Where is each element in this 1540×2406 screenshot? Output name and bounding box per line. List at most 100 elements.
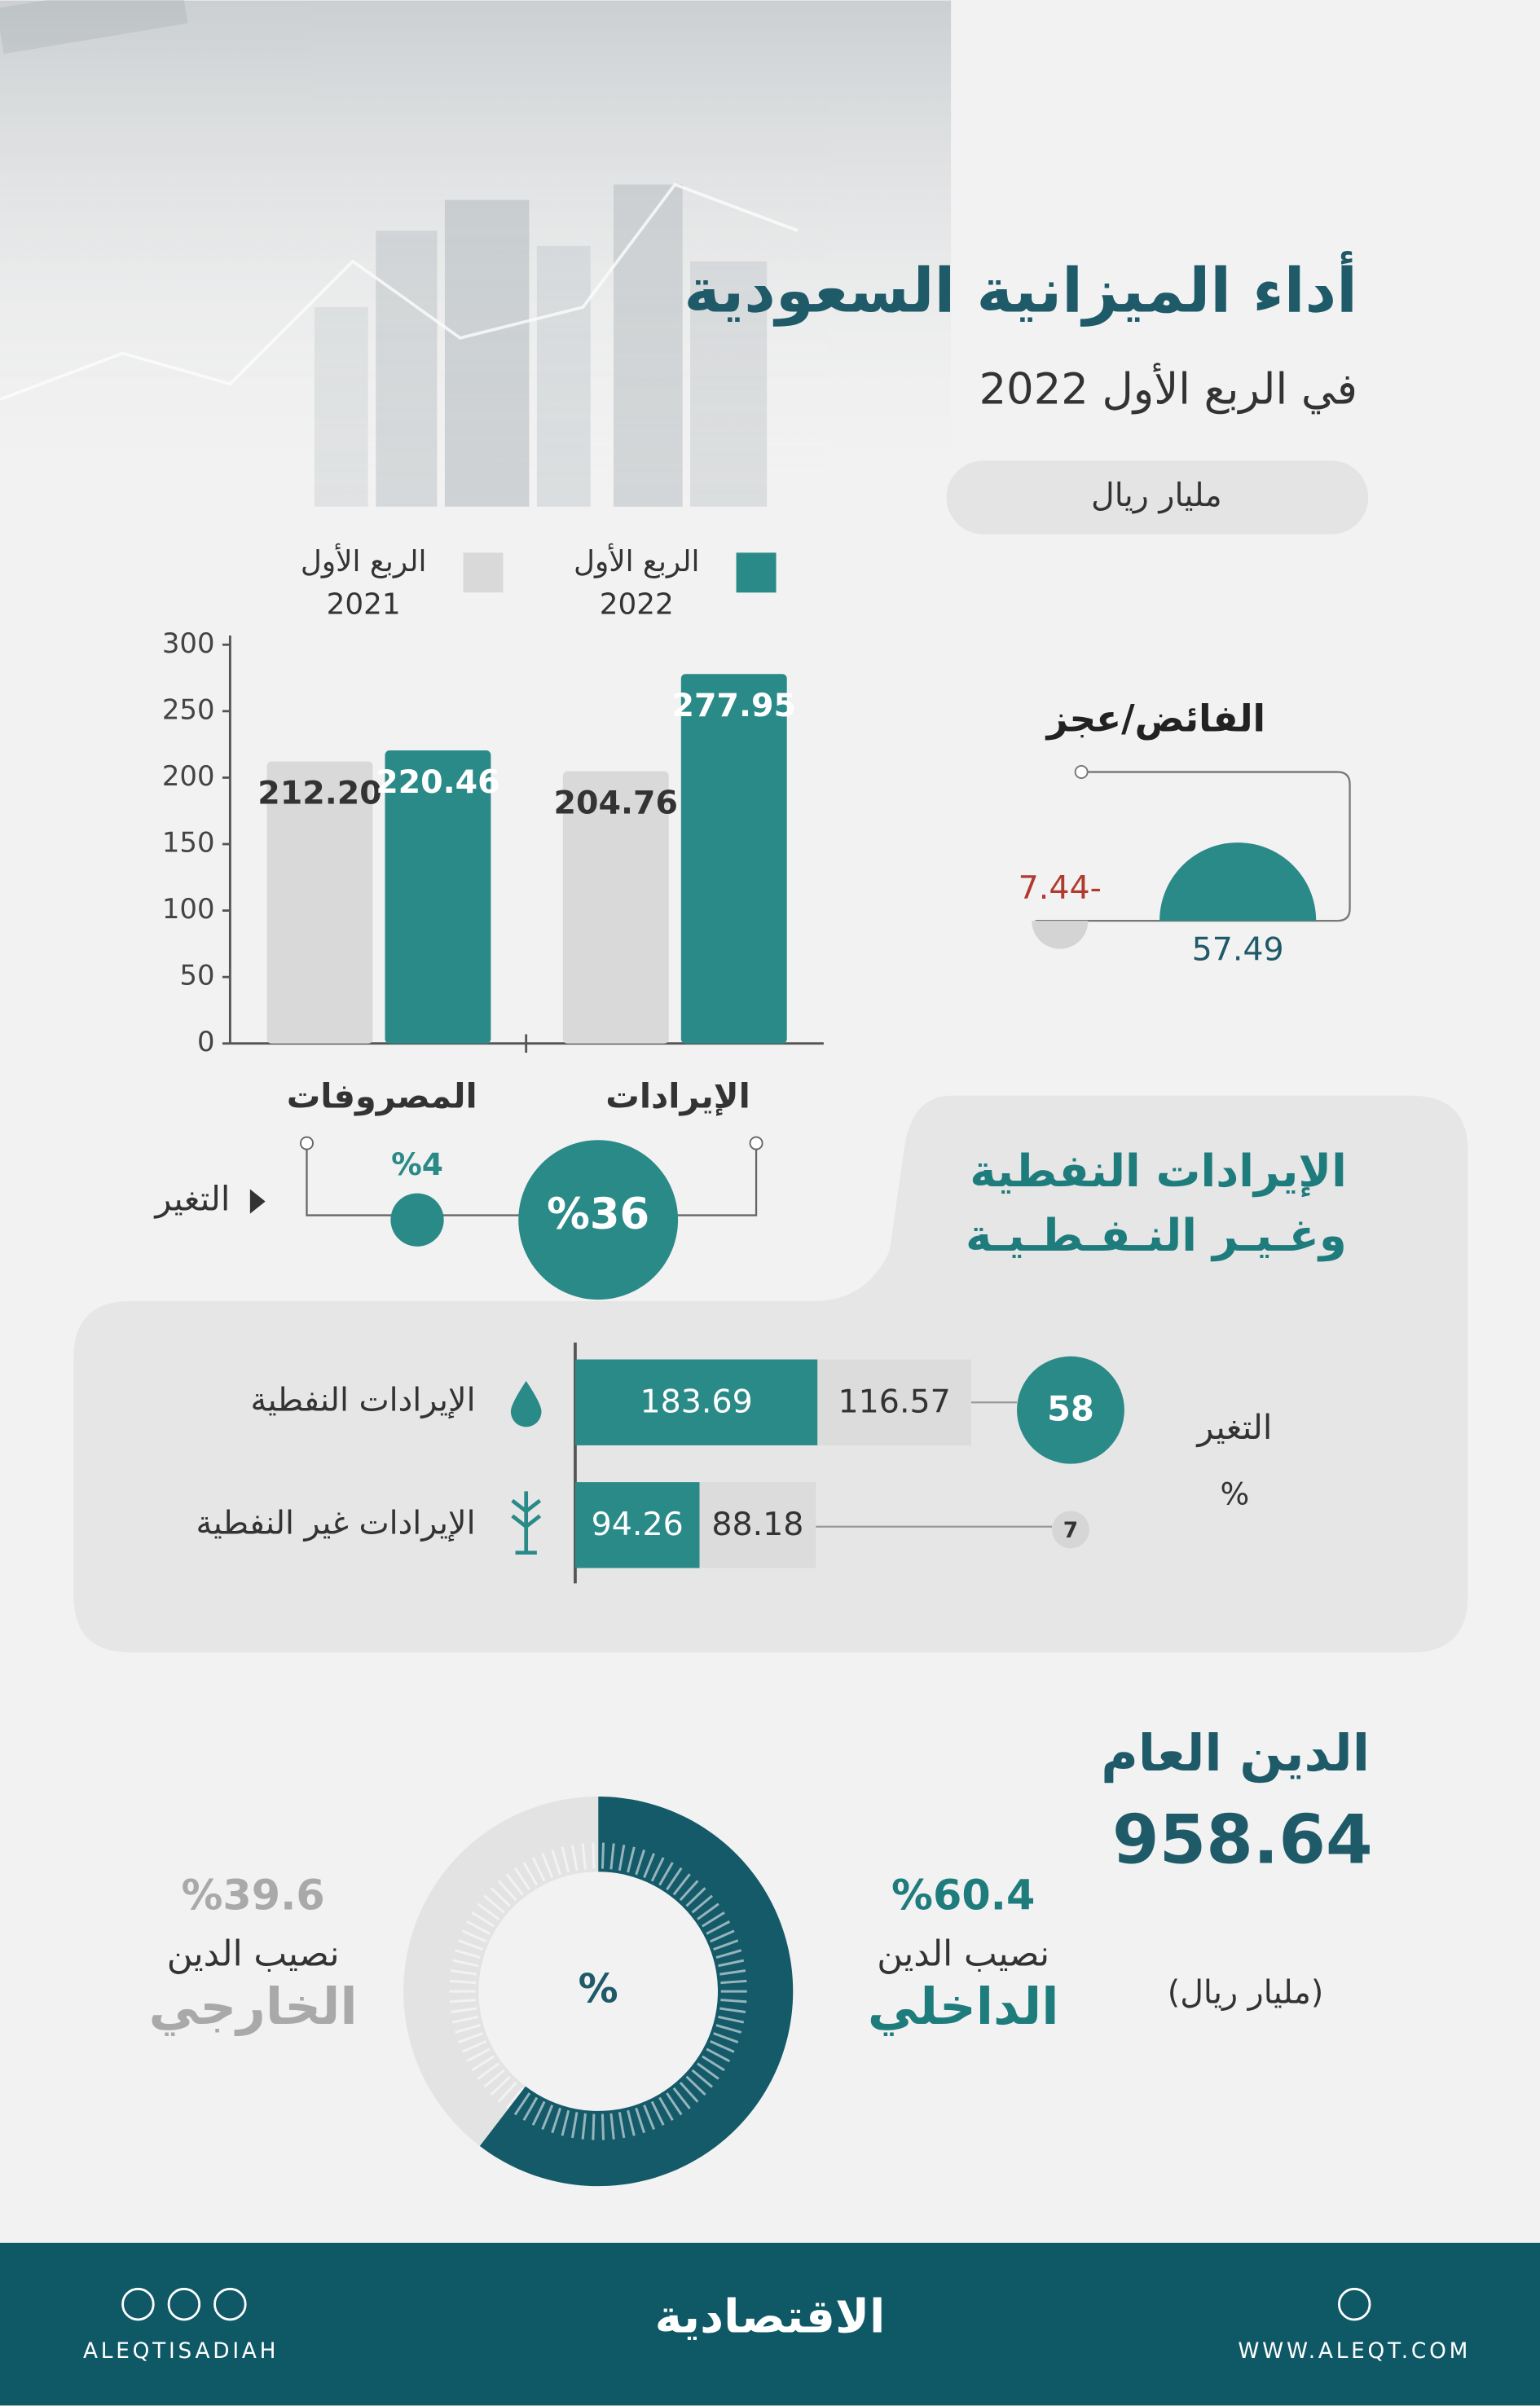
hatch	[658, 1862, 674, 1886]
y-tick-label: 250	[162, 693, 215, 725]
hatch	[702, 1911, 725, 1928]
bar-value-label: 94.26	[592, 1506, 684, 1543]
hatch	[666, 1867, 683, 1891]
hatch	[513, 1867, 531, 1891]
hatch	[449, 1979, 477, 1985]
hatch	[592, 1842, 596, 1869]
hatch	[715, 2024, 742, 2034]
hatch	[718, 1959, 745, 1968]
change-circle	[390, 1193, 444, 1247]
unit-label: مليار ريال	[1091, 477, 1222, 514]
y-tick-label: 150	[162, 827, 215, 859]
donut-slice	[479, 1797, 794, 2187]
hatch	[710, 1929, 735, 1943]
hatch	[650, 2100, 665, 2126]
bar	[574, 1359, 818, 1445]
change-title: التغير	[153, 1180, 230, 1219]
connector-end	[749, 1136, 763, 1150]
hatch	[643, 1853, 655, 1879]
hatch	[505, 1873, 524, 1896]
bar-value-label: 220.46	[376, 763, 500, 801]
hatch	[477, 1902, 500, 1920]
connector	[1035, 771, 1351, 922]
hatch	[650, 1857, 665, 1882]
slice-prefix: نصيب الدين	[877, 1933, 1049, 1974]
change-title: التغير	[1195, 1408, 1272, 1447]
chart-title: الإيرادات النفطية وغـيـر النـفـطـيـة	[966, 1144, 1347, 1262]
y-tick-label: 0	[197, 1026, 215, 1058]
chart-title: الفائض/عجز	[1045, 697, 1265, 740]
bar	[817, 1359, 972, 1445]
hatch	[718, 2015, 745, 2024]
hatch	[455, 1949, 481, 1960]
chart-title-box: الإيرادات النفطية وغـيـر النـفـطـيـة	[966, 1144, 1347, 1262]
hatch	[483, 1894, 505, 1914]
title: أداء الميزانية السعودية	[684, 251, 1357, 328]
hatch	[691, 1894, 714, 1914]
change-label: 58	[1047, 1390, 1094, 1429]
hatch	[490, 2075, 511, 2096]
hatch	[609, 2113, 615, 2140]
hatch	[477, 2062, 500, 2080]
value-label: 57.49	[1192, 930, 1284, 968]
hatch	[466, 2048, 491, 2063]
hatch	[679, 2081, 699, 2103]
hatch	[697, 1902, 719, 1920]
change-label: %4	[391, 1146, 443, 1182]
hatch	[581, 2113, 587, 2140]
semicircle	[1159, 842, 1317, 921]
hatch	[483, 2069, 505, 2088]
unit-pill	[946, 460, 1369, 534]
slice-value-label: %39.6	[181, 1871, 324, 1919]
bar	[680, 674, 787, 1044]
hatch	[458, 1939, 484, 1951]
hatch	[466, 1920, 491, 1935]
hatch	[609, 1843, 615, 1870]
hatch	[710, 2039, 735, 2053]
legend-label-box: الربع الأول 2022	[573, 544, 700, 622]
hatch	[706, 1920, 731, 1935]
hatch	[513, 2092, 531, 2116]
center-label: %	[579, 1966, 618, 2012]
donut-hatching	[449, 1842, 747, 2140]
slice-prefix: نصيب الدين	[167, 1933, 340, 1974]
total-unit: (مليار ريال)	[1168, 1973, 1324, 2011]
hatch	[581, 1843, 587, 1870]
hatch	[541, 2105, 554, 2130]
legend-label: الربع الأول 2021	[300, 544, 427, 622]
hatch	[691, 2069, 714, 2088]
hatch	[702, 2055, 725, 2072]
change-label: 7	[1063, 1519, 1078, 1543]
change-circle	[1052, 1511, 1089, 1549]
bar-value-label: 116.57	[838, 1383, 951, 1421]
value-label: 7.44-	[1019, 869, 1102, 907]
hatch	[618, 1845, 626, 1872]
donut-hole	[482, 1875, 715, 2109]
bar-value-label: 212.20	[257, 774, 382, 812]
hatch	[658, 2096, 674, 2121]
hatch	[697, 2062, 719, 2080]
plant-icon	[511, 1491, 542, 1555]
hatch	[685, 2075, 706, 2096]
hatch	[551, 1849, 562, 1876]
donut-slice	[403, 1797, 599, 2146]
legend-label: الربع الأول 2022	[573, 544, 700, 622]
hatch	[592, 2113, 596, 2140]
bar-value-label: 183.69	[640, 1383, 752, 1421]
hatch	[561, 2109, 570, 2136]
hatch	[685, 1887, 706, 1907]
hatch	[541, 1853, 554, 1879]
change-label: %36	[547, 1190, 649, 1239]
hatch	[706, 2048, 731, 2063]
hatch	[461, 2039, 487, 2053]
hatch	[449, 1999, 477, 2004]
hatch	[471, 2055, 495, 2072]
bar	[266, 761, 373, 1044]
hatch	[522, 1862, 539, 1886]
hatch	[531, 1857, 546, 1882]
hatch	[719, 2007, 746, 2013]
hatch	[635, 2107, 646, 2134]
change-unit: %	[1221, 1476, 1250, 1512]
social-icons	[121, 2287, 1371, 2321]
hatch	[715, 1949, 742, 1960]
